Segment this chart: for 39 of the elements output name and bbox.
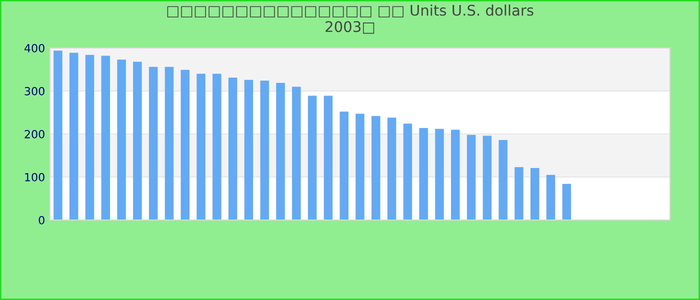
bar bbox=[514, 167, 524, 220]
bar bbox=[164, 66, 174, 220]
bar bbox=[228, 78, 238, 220]
bar bbox=[324, 96, 333, 220]
bar bbox=[148, 66, 158, 220]
bar bbox=[372, 116, 380, 220]
bar bbox=[356, 114, 364, 220]
bar bbox=[562, 184, 572, 220]
bar bbox=[387, 118, 396, 220]
bar bbox=[308, 96, 317, 220]
bar bbox=[260, 80, 269, 220]
bar bbox=[292, 86, 301, 220]
bar bbox=[276, 82, 285, 220]
bar bbox=[117, 60, 126, 220]
bar bbox=[530, 168, 540, 220]
y-tick-label: 100 bbox=[25, 172, 44, 182]
bar bbox=[435, 128, 444, 220]
bar bbox=[85, 54, 94, 220]
bar bbox=[466, 134, 476, 220]
bar bbox=[196, 74, 206, 220]
bar bbox=[498, 140, 508, 220]
bar bbox=[403, 124, 412, 220]
bar bbox=[340, 112, 348, 220]
chart-title: □□□□□□□□□□□□□□□ □□ Units U.S. dollars 2003□ bbox=[167, 4, 534, 34]
bar bbox=[180, 70, 190, 220]
bar bbox=[69, 52, 78, 220]
y-tick-label: 0 bbox=[38, 216, 44, 224]
y-tick-label: 200 bbox=[24, 130, 44, 138]
bar bbox=[212, 74, 222, 220]
y-tick-label: 300 bbox=[24, 86, 44, 96]
bar bbox=[482, 136, 492, 220]
bar bbox=[54, 50, 62, 220]
y-tick-label: 400 bbox=[24, 44, 44, 52]
bar bbox=[101, 56, 110, 220]
bar bbox=[419, 128, 428, 220]
bar bbox=[244, 80, 254, 220]
bar bbox=[546, 174, 556, 220]
bar bbox=[451, 130, 460, 220]
bar bbox=[133, 62, 142, 220]
